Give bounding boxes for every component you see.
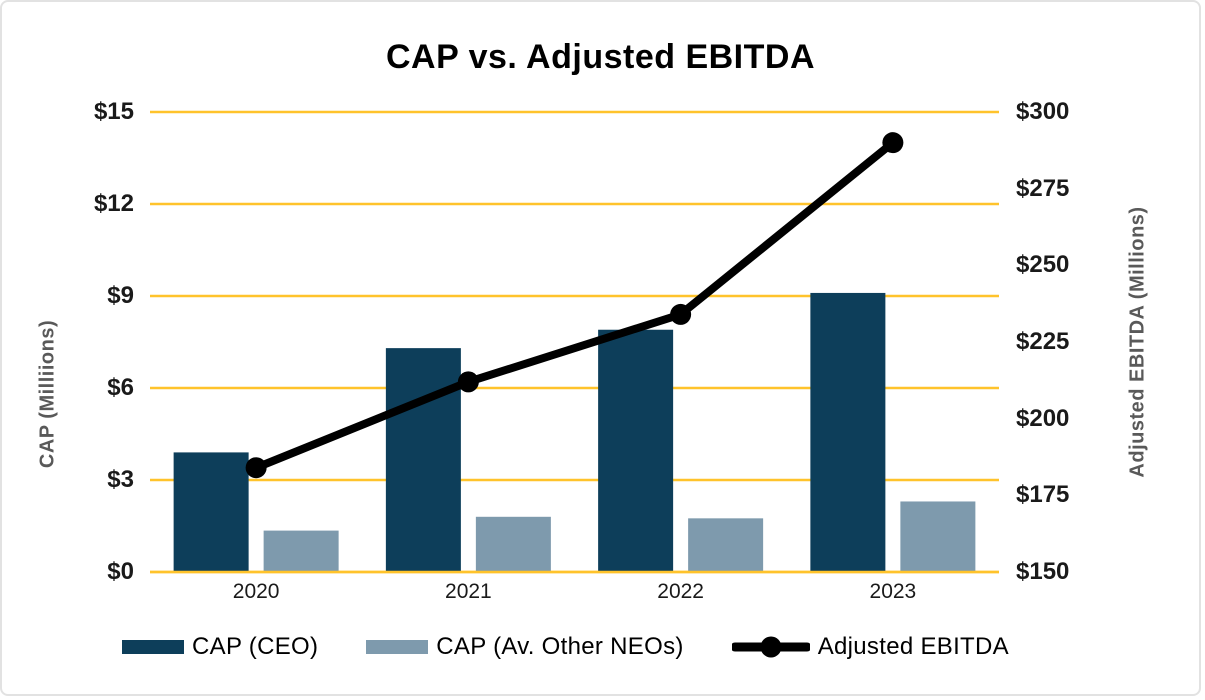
bar-cap-ceo-2022: [598, 329, 674, 572]
x-axis-label-2020: 2020: [232, 580, 280, 603]
left-axis-tick: $15: [93, 98, 134, 125]
line-dot-marker-icon: [730, 635, 812, 659]
left-axis-tick: $12: [93, 190, 134, 217]
legend-item-adjusted-ebitda: Adjusted EBITDA: [730, 633, 1009, 661]
x-axis-label-2021: 2021: [445, 580, 492, 603]
legend-label-cap-ceo: CAP (CEO): [192, 633, 319, 660]
bar-cap-neos-2022: [688, 518, 764, 572]
bar-cap-neos-2020: [263, 530, 339, 572]
legend: CAP (CEO) CAP (Av. Other NEOs) Adjusted …: [122, 633, 1009, 661]
right-axis-tick: $225: [1016, 328, 1070, 355]
right-axis-tick: $200: [1016, 404, 1070, 432]
right-axis-tick: $250: [1016, 251, 1070, 279]
legend-item-cap-neos: CAP (Av. Other NEOs): [366, 633, 683, 661]
bar-cap-neos-2023: [900, 501, 976, 572]
bar-cap-ceo-2020: [173, 452, 249, 572]
bar-cap-neos-2021: [475, 516, 551, 572]
chart-title: CAP vs. Adjusted EBITDA: [385, 38, 815, 76]
adjusted-ebitda-marker-2022: [670, 303, 692, 325]
right-axis-tick: $275: [1016, 174, 1070, 202]
legend-label-cap-neos: CAP (Av. Other NEOs): [436, 633, 684, 660]
legend-label-adjusted-ebitda: Adjusted EBITDA: [817, 633, 1009, 660]
left-axis-tick: $3: [107, 466, 134, 493]
x-axis-label-2022: 2022: [657, 580, 704, 603]
legend-item-cap-ceo: CAP (CEO): [122, 633, 318, 661]
adjusted-ebitda-marker-2020: [245, 457, 267, 479]
adjusted-ebitda-line: [252, 138, 897, 472]
cap-neos-swatch-icon: [366, 640, 429, 654]
adjusted-ebitda-marker-2021: [457, 371, 479, 393]
cap-ceo-swatch-icon: [122, 640, 184, 654]
bar-cap-ceo-2023: [810, 292, 886, 572]
left-axis-tick: $0: [107, 558, 134, 585]
bar-cap-ceo-2021: [385, 348, 461, 572]
left-axis-tick: $9: [107, 282, 134, 309]
right-axis-tick: $175: [1016, 481, 1070, 509]
right-axis-tick: $150: [1016, 558, 1070, 585]
adjusted-ebitda-marker-2023: [882, 132, 904, 154]
left-axis-tick: $6: [107, 374, 134, 401]
x-axis-label-2023: 2023: [869, 580, 917, 603]
right-axis-tick: $300: [1016, 98, 1070, 125]
